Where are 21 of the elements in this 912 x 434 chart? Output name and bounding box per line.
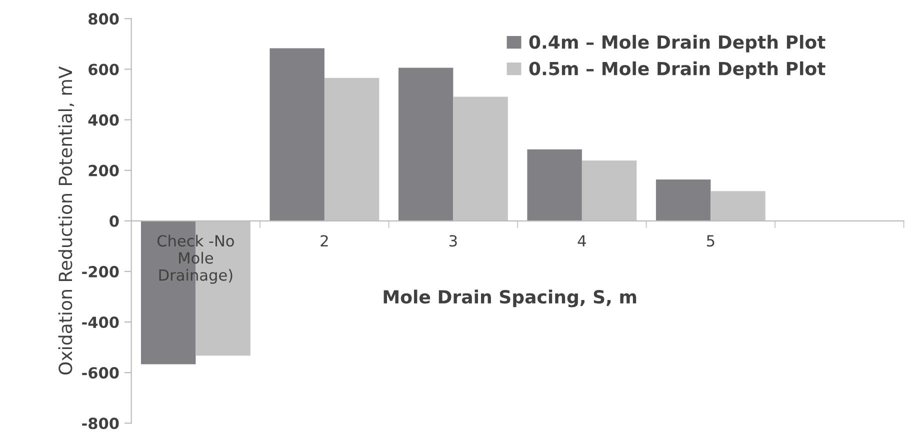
x-tick-label: 5	[706, 235, 714, 247]
y-tick-label: -600	[82, 367, 119, 379]
x-axis-title: Mole Drain Spacing, S, m	[384, 290, 636, 308]
y-tick-label: 600	[88, 64, 119, 76]
bar	[398, 68, 454, 221]
y-tick-label: 400	[88, 114, 119, 126]
y-axis-title: Oxidation Reduction Potential, mV	[58, 66, 74, 375]
x-tick-label: 2	[320, 235, 328, 246]
y-tick-label: 0	[110, 215, 119, 227]
bar	[270, 48, 324, 221]
y-tick-label: -200	[82, 266, 119, 278]
legend-label: 0.4m – Mole Drain Depth Plot	[529, 34, 826, 52]
bar	[656, 179, 711, 221]
y-tick-label: -800	[82, 418, 119, 430]
y-tick-label: 200	[88, 164, 119, 176]
x-tick-label: 3	[449, 235, 457, 247]
x-tick-label: 4	[578, 235, 586, 246]
legend-label: 0.5m – Mole Drain Depth Plot	[529, 61, 826, 79]
bar	[527, 149, 582, 221]
y-tick-label: 800	[88, 13, 119, 25]
y-tick-label: -400	[82, 316, 119, 328]
